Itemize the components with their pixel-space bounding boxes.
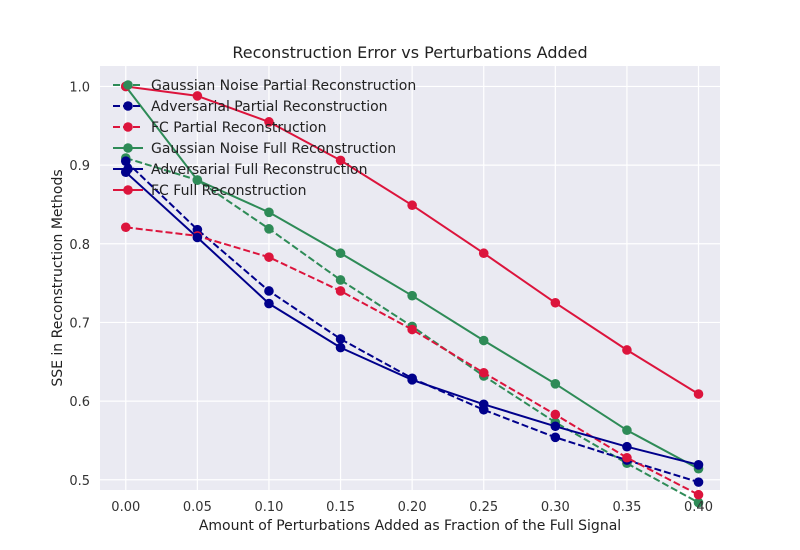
legend-marker — [123, 185, 133, 195]
legend-label: Gaussian Noise Full Reconstruction — [151, 141, 396, 157]
data-point — [264, 286, 274, 296]
data-point — [264, 207, 274, 218]
legend-item: Adversarial Full Reconstruction — [113, 162, 367, 178]
series-3 — [120, 222, 704, 500]
y-axis-ticks: 0.5 0.6 0.7 0.8 0.9 1.0 — [69, 80, 90, 488]
x-tick-label: 0.40 — [684, 500, 713, 515]
legend-item: Gaussian Noise Full Reconstruction — [113, 141, 396, 157]
x-tick-label: 0.25 — [469, 500, 498, 515]
data-point — [622, 441, 632, 452]
legend-item: Adversarial Partial Reconstruction — [113, 99, 388, 115]
legend-label: Adversarial Full Reconstruction — [151, 162, 367, 178]
y-tick-label: 0.9 — [69, 159, 90, 174]
legend-marker — [123, 101, 133, 111]
data-point — [693, 460, 704, 470]
y-tick-label: 0.5 — [69, 474, 90, 489]
data-point — [550, 379, 561, 389]
legend-label: Gaussian Noise Partial Reconstruction — [151, 78, 416, 94]
series-4 — [120, 81, 704, 474]
data-point — [264, 117, 274, 127]
grid-lines — [100, 66, 720, 490]
data-point — [407, 375, 417, 385]
data-point — [120, 222, 131, 233]
legend-label: FC Full Reconstruction — [151, 183, 306, 199]
data-point — [407, 200, 417, 211]
y-tick-label: 0.7 — [69, 316, 90, 331]
plot-area — [100, 66, 720, 490]
data-point — [335, 342, 346, 353]
data-point — [622, 345, 632, 355]
data-point — [550, 421, 561, 432]
data-point — [622, 425, 632, 436]
legend-item: Gaussian Noise Partial Reconstruction — [113, 78, 416, 94]
y-tick-label: 0.8 — [69, 238, 90, 253]
data-point — [192, 175, 203, 185]
data-point — [192, 232, 203, 243]
legend-marker — [123, 122, 133, 132]
x-axis-label: Amount of Perturbations Added as Fractio… — [199, 518, 621, 534]
data-point — [622, 452, 632, 463]
data-point — [550, 409, 561, 420]
x-tick-label: 0.35 — [612, 500, 641, 515]
series-layer — [120, 81, 704, 508]
data-point — [478, 248, 489, 259]
data-point — [264, 252, 274, 262]
legend-label: Adversarial Partial Reconstruction — [151, 99, 388, 115]
x-tick-label: 0.20 — [398, 500, 427, 515]
data-point — [407, 324, 417, 335]
x-tick-label: 0.15 — [326, 500, 355, 515]
legend-item: FC Full Reconstruction — [113, 183, 306, 199]
x-tick-label: 0.30 — [541, 500, 570, 515]
series-5 — [120, 167, 704, 470]
x-tick-label: 0.05 — [183, 500, 212, 515]
data-point — [478, 335, 489, 346]
data-point — [120, 156, 131, 166]
data-point — [335, 334, 346, 344]
y-axis-label: SSE in Reconstruction Methods — [50, 169, 66, 386]
legend-marker — [123, 164, 133, 174]
data-point — [693, 477, 704, 487]
data-point — [693, 389, 704, 399]
y-tick-label: 0.6 — [69, 395, 90, 410]
y-tick-label: 1.0 — [69, 80, 90, 95]
x-axis-ticks: 0.00 0.05 0.10 0.15 0.20 0.25 0.30 0.35 0.40 — [111, 500, 713, 515]
x-tick-label: 0.00 — [111, 500, 140, 515]
data-point — [335, 155, 346, 166]
data-point — [407, 290, 417, 301]
data-point — [335, 275, 346, 285]
x-tick-label: 0.10 — [254, 500, 283, 515]
legend-marker — [123, 143, 133, 153]
data-point — [550, 432, 561, 443]
chart-title: Reconstruction Error vs Perturbations Ad… — [232, 43, 587, 62]
legend-item: FC Partial Reconstruction — [113, 120, 327, 136]
data-point — [693, 497, 704, 508]
data-point — [478, 399, 489, 410]
data-point — [264, 224, 274, 234]
legend-label: FC Partial Reconstruction — [151, 120, 327, 136]
data-point — [693, 489, 704, 500]
data-point — [335, 248, 346, 259]
data-point — [264, 298, 274, 309]
data-point — [192, 91, 203, 101]
legend-marker — [123, 80, 133, 90]
data-point — [478, 367, 489, 378]
data-point — [550, 297, 561, 308]
legend: Gaussian Noise Partial Reconstruction Adv… — [113, 78, 416, 199]
data-point — [335, 286, 346, 296]
